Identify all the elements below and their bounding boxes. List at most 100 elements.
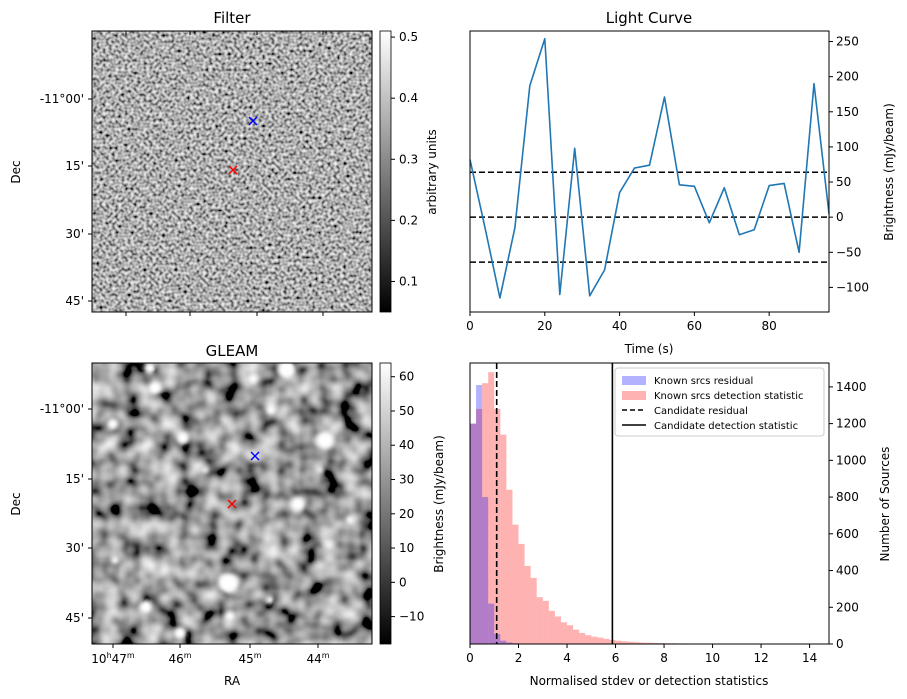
- histogram-bar: [470, 423, 477, 644]
- filter-ytick-label: -11°00': [40, 92, 84, 106]
- histogram-bar: [645, 642, 652, 644]
- histogram-xtick-label: 8: [660, 651, 668, 665]
- light-curve-ytick-label: −50: [836, 245, 861, 259]
- histogram-xtick-label: 4: [563, 651, 571, 665]
- histogram-bar: [476, 408, 483, 644]
- gleam-colorbar-tick-label: 40: [399, 438, 414, 452]
- filter-ytick-label: 15': [65, 159, 84, 173]
- histogram-legend-label: Candidate detection statistic: [654, 421, 798, 432]
- gleam-xtick-label: 46m: [168, 651, 191, 666]
- histogram-bar: [585, 635, 592, 644]
- filter-colorbar-label: arbitrary units: [425, 129, 439, 215]
- histogram-ytick-label: 1200: [836, 417, 867, 431]
- histogram-bar: [530, 577, 537, 644]
- histogram-bar: [560, 622, 568, 644]
- histogram-ytick-label: 1400: [836, 380, 867, 394]
- gleam-source-blob: [248, 374, 258, 384]
- gleam-source-blob: [202, 467, 208, 473]
- gleam-source-blob: [278, 363, 296, 378]
- histogram-bar: [488, 372, 495, 644]
- gleam-source-blob: [291, 497, 305, 511]
- histogram-ylabel: Number of Sources: [878, 447, 892, 562]
- light-curve-ytick-label: 200: [836, 70, 859, 84]
- filter-ytick-label: 45': [65, 294, 84, 308]
- light-curve-ytick-label: 0: [836, 210, 844, 224]
- histogram-xtick-label: 2: [515, 651, 523, 665]
- histogram-bar: [500, 640, 507, 644]
- gleam-marker-candidate-b: [250, 451, 260, 461]
- histogram-legend-label: Candidate residual: [654, 406, 748, 417]
- histogram-bar: [518, 543, 525, 644]
- filter-colorbar-tick-label: 0.4: [399, 91, 418, 105]
- histogram-bar: [548, 610, 555, 644]
- histogram-legend-swatch: [622, 376, 646, 385]
- filter-title: Filter: [213, 9, 251, 27]
- histogram-bar: [615, 640, 622, 644]
- gleam-source-blob: [225, 611, 235, 621]
- histogram-bar: [591, 636, 598, 644]
- histogram-bar: [482, 383, 489, 644]
- histogram-bar: [567, 625, 574, 644]
- histogram-bar: [542, 600, 549, 644]
- gleam-image: [92, 363, 372, 644]
- histogram-xtick-label: 0: [466, 651, 474, 665]
- histogram-bar: [597, 637, 604, 644]
- gleam-marker-reference-b: [227, 499, 237, 509]
- histogram-bar: [573, 629, 580, 644]
- gleam-source-blob: [144, 363, 156, 374]
- histogram-bar: [470, 423, 477, 644]
- histogram-bar: [488, 603, 495, 644]
- gleam-ytick-label: 30': [65, 541, 84, 555]
- histogram-bar: [482, 497, 489, 644]
- gleam-source-blob: [316, 431, 334, 449]
- histogram-ytick-label: 600: [836, 527, 859, 541]
- histogram-bar: [651, 642, 658, 644]
- gleam-source-blob: [148, 381, 162, 395]
- filter-colorbar-tick-label: 0.2: [399, 213, 418, 227]
- filter-panel: Filter -11°00' 15' 30' 45' Dec 0.1 0.2 0.3 0.4…: [9, 9, 439, 316]
- histogram-xtick-label: 12: [753, 651, 768, 665]
- light-curve-ytick-label: 250: [836, 35, 859, 49]
- histogram-bar: [506, 489, 513, 644]
- light-curve-title: Light Curve: [606, 9, 692, 27]
- histogram-bar: [512, 524, 519, 644]
- histogram-bar: [639, 642, 646, 644]
- gleam-colorbar: −10 0 10 20 30 40 50 60: [379, 362, 424, 645]
- gleam-source-blob: [177, 432, 189, 444]
- histogram-ytick-label: 1000: [836, 453, 867, 467]
- histogram-bar: [621, 641, 628, 644]
- histogram-bar: [633, 642, 640, 644]
- histogram-ytick-label: 800: [836, 490, 859, 504]
- histogram-xtick-label: 6: [612, 651, 620, 665]
- filter-colorbar-tick-label: 0.3: [399, 152, 418, 166]
- histogram-ytick-label: 400: [836, 564, 859, 578]
- filter-colorbar: 0.1 0.2 0.3 0.4 0.5: [379, 30, 418, 313]
- filter-marker-candidate-b: [248, 116, 258, 126]
- gleam-panel: GLEAM -11°00' 15' 30' 45' 10h47m 46m 45m 44m RA…: [9, 342, 446, 688]
- gleam-colorbar-tick-label: 0: [399, 575, 407, 589]
- gleam-source-blob: [111, 556, 119, 564]
- histogram-panel: 0 2 4 6 8 10 12 14 0 200 400 600 800 1000 1200 1400 Nor…: [466, 362, 892, 688]
- gleam-colorbar-tick-label: 60: [399, 370, 414, 384]
- histogram-ytick-label: 200: [836, 600, 859, 614]
- gleam-colorbar-label: Brightness (mJy/beam): [432, 435, 446, 573]
- gleam-xtick-label: 45m: [238, 651, 261, 666]
- histogram-xlabel: Normalised stdev or detection statistics: [530, 674, 769, 688]
- gleam-xtick-label: 10h47m: [91, 651, 135, 666]
- histogram-bar: [579, 632, 586, 644]
- light-curve-xtick-label: 0: [466, 319, 474, 333]
- gleam-ytick-label: 15': [65, 472, 84, 486]
- gleam-marker-reference: [227, 499, 237, 509]
- histogram-legend-label: Known srcs detection statistic: [654, 391, 803, 402]
- histogram-bar: [524, 565, 531, 644]
- gleam-ytick-label: -11°00': [40, 402, 84, 416]
- light-curve-ytick-label: −100: [836, 280, 869, 294]
- histogram-xtick-label: 10: [705, 651, 720, 665]
- light-curve-xtick-label: 20: [537, 319, 552, 333]
- filter-marker-candidate: [248, 116, 258, 126]
- light-curve-xlabel: Time (s): [624, 342, 674, 356]
- light-curve-ytick-label: 150: [836, 105, 859, 119]
- light-curve-xtick-label: 60: [687, 319, 702, 333]
- histogram-bar: [506, 642, 513, 644]
